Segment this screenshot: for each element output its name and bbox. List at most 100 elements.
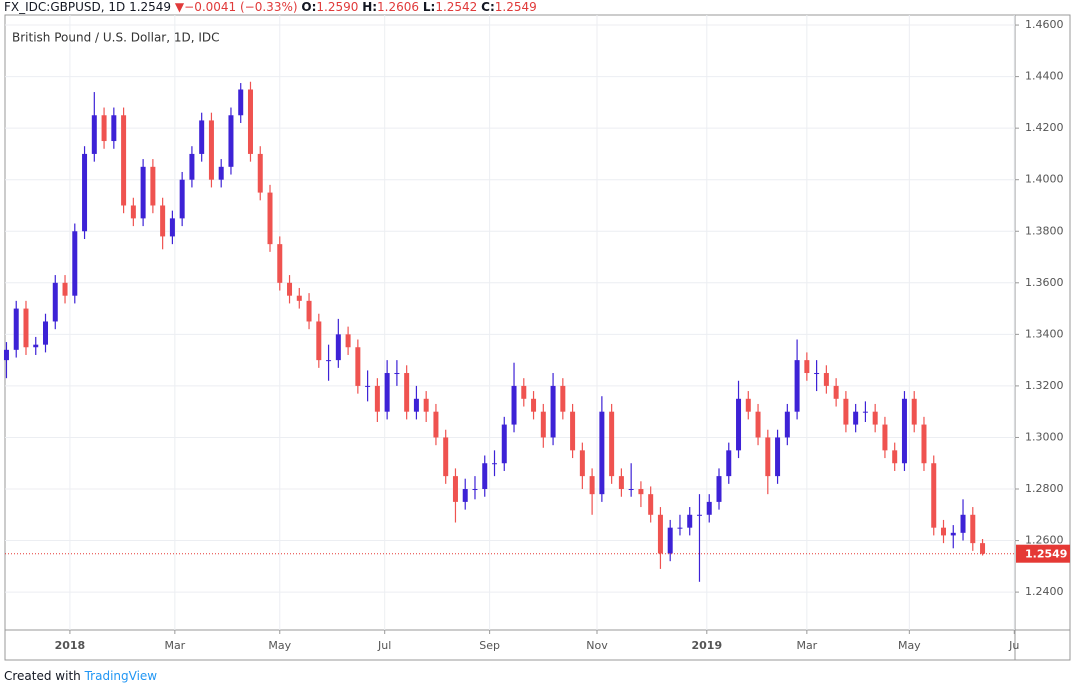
candle-body (892, 450, 898, 464)
candle-body (433, 411, 439, 438)
h-label: H: (362, 0, 378, 14)
candle-body (794, 360, 800, 412)
candle-body (189, 153, 195, 180)
candle-body (618, 476, 624, 490)
candle-body (160, 205, 166, 237)
x-tick-label: Jul (377, 639, 391, 652)
candle-body (882, 424, 888, 451)
candle-body (404, 373, 410, 412)
candle-body (33, 344, 39, 348)
candle-body (960, 514, 966, 533)
candle-body (921, 424, 927, 464)
y-tick-label: 1.3400 (1025, 327, 1064, 340)
candle-body (121, 115, 127, 206)
candle-body (335, 334, 341, 361)
candle-body (775, 437, 781, 477)
candle-body (130, 205, 136, 219)
y-tick-label: 1.4000 (1025, 173, 1064, 186)
candle-body (716, 476, 722, 502)
candle-body (911, 398, 917, 425)
candle-body (316, 321, 322, 361)
symbol: FX_IDC:GBPUSD, 1D (4, 0, 126, 14)
candle-body (384, 373, 390, 412)
candle-body (326, 360, 332, 362)
candle-body (579, 450, 585, 477)
candle-body (950, 532, 956, 536)
candle-body (179, 179, 185, 219)
y-tick-label: 1.3000 (1025, 430, 1064, 443)
y-tick-label: 1.2400 (1025, 585, 1064, 598)
candle-body (687, 514, 693, 528)
candle-body (277, 244, 283, 283)
candle-body (843, 398, 849, 425)
candle-body (101, 115, 107, 142)
arrow: ▼ (174, 0, 185, 14)
x-tick-label: Mar (796, 639, 817, 652)
candle-body (306, 300, 312, 322)
header: FX_IDC:GBPUSD, 1D 1.2549 ▼−0.0041 (−0.33… (4, 0, 537, 14)
candle-body (355, 347, 361, 386)
created-with: Created with (4, 669, 81, 683)
candle-body (140, 166, 146, 219)
candle-body (980, 543, 986, 554)
candle-body (560, 385, 566, 412)
candle-body (462, 489, 468, 502)
candle-body (267, 192, 273, 245)
candle-body (970, 514, 976, 544)
candle-body (833, 385, 839, 399)
candle-body (452, 476, 458, 502)
c-label: C: (481, 0, 495, 14)
candle-body (755, 411, 761, 438)
candle-body (287, 282, 293, 296)
c: 1.2549 (494, 0, 537, 14)
candle-body (199, 120, 205, 154)
last-price-box (1016, 544, 1070, 563)
candle-body (550, 385, 556, 438)
candle-body (667, 527, 673, 554)
candle-body (413, 398, 419, 412)
candle-body (23, 308, 29, 348)
candle-body (13, 308, 19, 350)
candle-body (501, 424, 507, 464)
candle-body (853, 411, 859, 425)
candle-body (82, 153, 88, 232)
candle-body (208, 120, 214, 180)
x-tick-label: Mar (164, 639, 185, 652)
candle-body (628, 489, 634, 491)
last-price-label: 1.2549 (1025, 548, 1067, 561)
candle-body (91, 115, 97, 154)
x-tick-label: 2019 (691, 639, 722, 652)
candle-body (540, 411, 546, 438)
y-tick-label: 1.3800 (1025, 224, 1064, 237)
candle-body (43, 321, 49, 345)
candle-body (111, 115, 117, 142)
y-tick-label: 1.2600 (1025, 534, 1064, 547)
candle-body (443, 437, 449, 477)
candle-body (696, 514, 702, 516)
candle-body (706, 501, 712, 515)
candle-body (823, 373, 829, 386)
candle-body (238, 89, 244, 116)
candle-body (657, 514, 663, 554)
candles (3, 81, 986, 582)
candle-body (599, 411, 605, 495)
candle-body (726, 450, 732, 477)
candle-body (609, 411, 615, 477)
y-tick-label: 1.2800 (1025, 482, 1064, 495)
candle-body (862, 411, 868, 413)
x-tick-label: Sep (479, 639, 500, 652)
candle-body (257, 153, 263, 193)
x-tick-label: May (268, 639, 291, 652)
candle-body (228, 115, 234, 167)
candle-body (52, 282, 58, 322)
l: 1.2542 (435, 0, 478, 14)
brand: TradingView (84, 669, 158, 683)
candle-body (638, 489, 644, 495)
y-tick-label: 1.4400 (1025, 70, 1064, 83)
candle-body (423, 398, 429, 412)
x-tick-label: May (898, 639, 921, 652)
candle-body (570, 411, 576, 451)
candle-body (765, 437, 771, 477)
candle-body (345, 334, 351, 348)
